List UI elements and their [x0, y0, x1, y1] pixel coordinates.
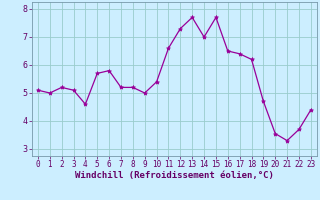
X-axis label: Windchill (Refroidissement éolien,°C): Windchill (Refroidissement éolien,°C)	[75, 171, 274, 180]
